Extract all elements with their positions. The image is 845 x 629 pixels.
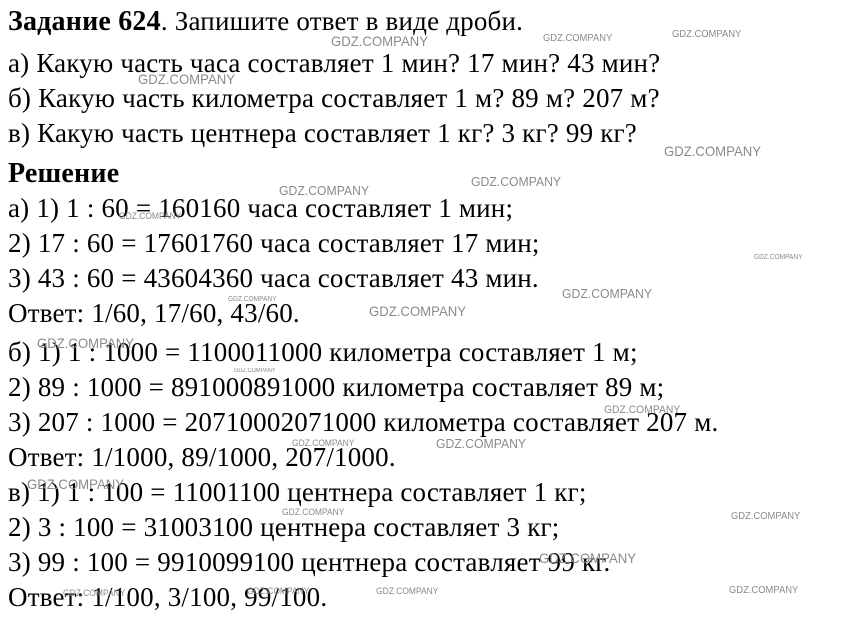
task-number: Задание 624 — [8, 6, 161, 37]
solution-line-b1: б) 1) 1 : 1000 = 1100011000 километра со… — [8, 337, 638, 367]
question-line-b: б) Какую часть километра составляет 1 м?… — [8, 83, 660, 113]
solution-line-a1: а) 1) 1 : 60 = 160160 часа составляет 1 … — [8, 193, 514, 223]
solution-heading: Решение — [8, 158, 120, 189]
solution-line-v3: 3) 99 : 100 = 9910099100 центнера состав… — [8, 547, 611, 577]
question-line-v: в) Какую часть центнера составляет 1 кг?… — [8, 118, 637, 148]
solution-line-a3: 3) 43 : 60 = 43604360 часа составляет 43… — [8, 263, 539, 293]
question-line-a: а) Какую часть часа составляет 1 мин? 17… — [8, 48, 661, 78]
solution-line-a2: 2) 17 : 60 = 17601760 часа составляет 17… — [8, 228, 540, 258]
answer-line-a: Ответ: 1/60, 17/60, 43/60. — [8, 298, 300, 328]
task-title-text: . Запишите ответ в виде дроби. — [160, 6, 524, 36]
task-title: Задание 624. Запишите ответ в виде дроби… — [8, 4, 841, 39]
solution-line-b2: 2) 89 : 1000 = 891000891000 километра со… — [8, 372, 665, 402]
answer-line-v: Ответ: 1/100, 3/100, 99/100. — [8, 582, 328, 612]
answer-line-b: Ответ: 1/1000, 89/1000, 207/1000. — [8, 442, 396, 472]
document-content: Задание 624. Запишите ответ в виде дроби… — [8, 4, 841, 615]
solution-line-v1: в) 1) 1 : 100 = 11001100 центнера состав… — [8, 477, 587, 507]
solution-line-v2: 2) 3 : 100 = 31003100 центнера составляе… — [8, 512, 560, 542]
solution-line-b3: 3) 207 : 1000 = 20710002071000 километра… — [8, 407, 719, 437]
